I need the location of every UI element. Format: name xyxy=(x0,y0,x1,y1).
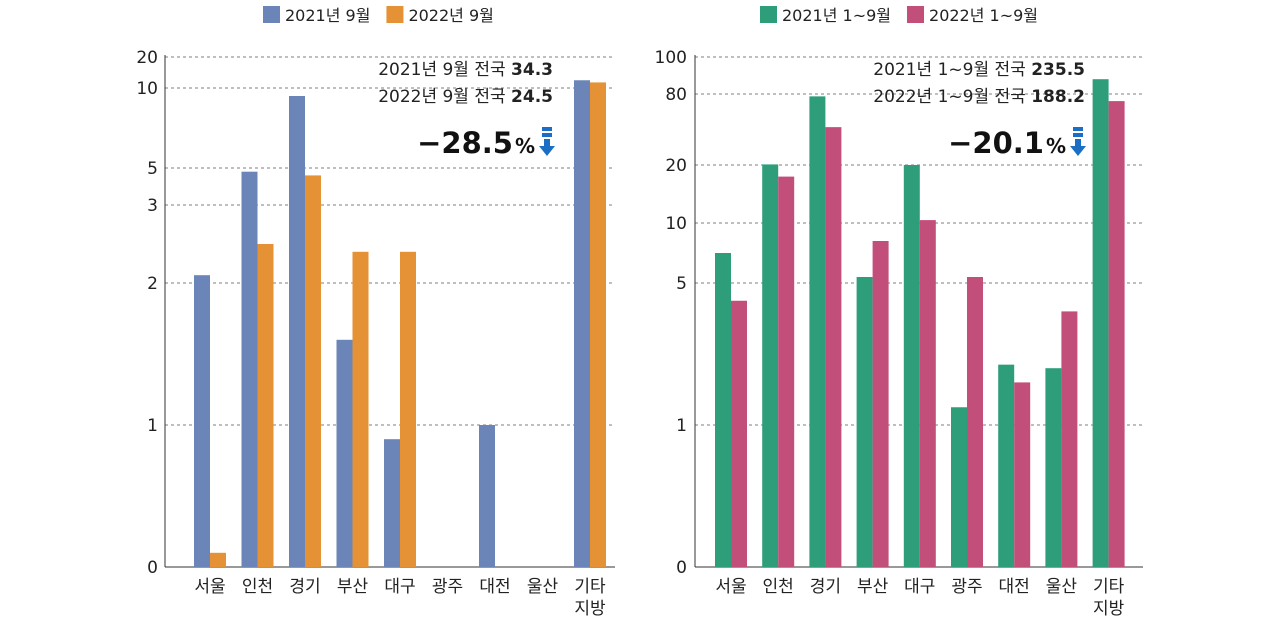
bar-1 xyxy=(194,275,210,567)
y-tick-label: 5 xyxy=(676,274,687,294)
bar-1 xyxy=(809,96,826,567)
x-tick-label: 광주 xyxy=(951,577,982,597)
y-tick-label: 0 xyxy=(147,558,158,578)
y-tick-label: 20 xyxy=(136,48,158,68)
bar-2 xyxy=(1061,311,1078,567)
bar-2 xyxy=(919,220,936,567)
annotation-line: 2022년 9월 전국 24.5 xyxy=(378,87,553,107)
x-tick-label: 울산 xyxy=(527,577,559,597)
bar-2 xyxy=(305,175,321,567)
bar-2 xyxy=(400,251,416,568)
bar-1 xyxy=(574,80,590,567)
x-tick-label: 대구 xyxy=(384,577,415,597)
bar-1 xyxy=(1092,79,1109,567)
x-tick-label: 기타 xyxy=(574,577,606,597)
bar-2 xyxy=(1108,101,1125,567)
annotation: 2021년 1~9월 전국 235.5 2022년 1~9월 전국 188.2 −2… xyxy=(873,60,1086,160)
down-arrow-icon xyxy=(1070,127,1086,156)
bar-1 xyxy=(762,164,779,568)
x-tick-label: 대전 xyxy=(999,577,1030,597)
x-tick-label: 인천 xyxy=(242,577,273,597)
bar-2 xyxy=(1014,382,1031,567)
x-tick-label: 지방 xyxy=(1093,599,1125,619)
x-tick-label: 경기 xyxy=(810,577,841,597)
bar-2 xyxy=(731,300,747,567)
x-tick-label: 서울 xyxy=(715,577,746,597)
legend-label: 2022년 1~9월 xyxy=(929,6,1038,25)
x-tick-label: 광주 xyxy=(432,577,463,597)
y-tick-label: 10 xyxy=(665,214,687,234)
y-tick-label: 0 xyxy=(676,558,687,578)
bar-2 xyxy=(825,127,842,567)
bar-1 xyxy=(241,171,258,567)
legend-label: 2021년 9월 xyxy=(285,6,370,25)
x-tick-label: 부산 xyxy=(337,577,369,597)
bar-2 xyxy=(967,277,983,567)
legend-swatch xyxy=(760,6,777,23)
bar-2 xyxy=(590,82,606,568)
annotation-line: 2021년 1~9월 전국 235.5 xyxy=(873,60,1085,80)
y-tick-label: 20 xyxy=(665,156,687,176)
annotation-line: 2021년 9월 전국 34.3 xyxy=(378,60,553,80)
legend: 2021년 1~9월 2022년 1~9월 xyxy=(760,6,1038,25)
bar-2 xyxy=(210,552,226,567)
bar-1 xyxy=(1045,368,1062,567)
bar-2 xyxy=(778,176,795,567)
x-tick-label: 기타 xyxy=(1093,577,1125,597)
legend-swatch xyxy=(907,6,925,23)
y-tick-label: 3 xyxy=(147,196,158,216)
annotation: 2021년 9월 전국 34.3 2022년 9월 전국 24.5 −28.5% xyxy=(378,60,555,160)
y-tick-label: 2 xyxy=(147,274,158,294)
bar-1 xyxy=(998,364,1015,567)
x-tick-label: 대구 xyxy=(904,577,935,597)
bar-2 xyxy=(352,251,369,568)
down-arrow-icon xyxy=(539,127,555,156)
x-tick-label: 지방 xyxy=(574,599,606,619)
legend-swatch xyxy=(386,6,404,23)
bar-1 xyxy=(715,253,731,567)
bar-1 xyxy=(856,277,873,567)
y-tick-label: 1 xyxy=(147,416,158,436)
annotation-line: 2022년 1~9월 전국 188.2 xyxy=(873,87,1085,107)
bar-1 xyxy=(951,407,967,567)
y-tick-label: 10 xyxy=(136,79,158,99)
change-percent: −28.5% xyxy=(417,126,535,160)
x-tick-label: 울산 xyxy=(1046,577,1078,597)
bar-2 xyxy=(872,241,889,567)
y-tick-label: 100 xyxy=(655,48,687,68)
bar-1 xyxy=(289,96,305,567)
bar-1 xyxy=(903,165,920,567)
legend: 2021년 9월 2022년 9월 xyxy=(263,6,494,25)
x-tick-label: 인천 xyxy=(763,577,794,597)
bar-1 xyxy=(479,425,495,567)
y-tick-label: 1 xyxy=(676,416,687,436)
bar-1 xyxy=(384,439,400,567)
change-percent: −20.1% xyxy=(948,126,1066,160)
y-tick-label: 80 xyxy=(665,85,687,105)
legend-swatch xyxy=(263,6,280,23)
y-tick-label: 5 xyxy=(147,159,158,179)
x-tick-label: 경기 xyxy=(289,577,320,597)
x-tick-label: 부산 xyxy=(857,577,889,597)
x-tick-label: 대전 xyxy=(479,577,510,597)
legend-label: 2022년 9월 xyxy=(408,6,493,25)
legend-label: 2021년 1~9월 xyxy=(782,6,891,25)
bar-2 xyxy=(257,244,274,567)
bar-1 xyxy=(336,339,353,567)
x-tick-label: 서울 xyxy=(194,577,225,597)
